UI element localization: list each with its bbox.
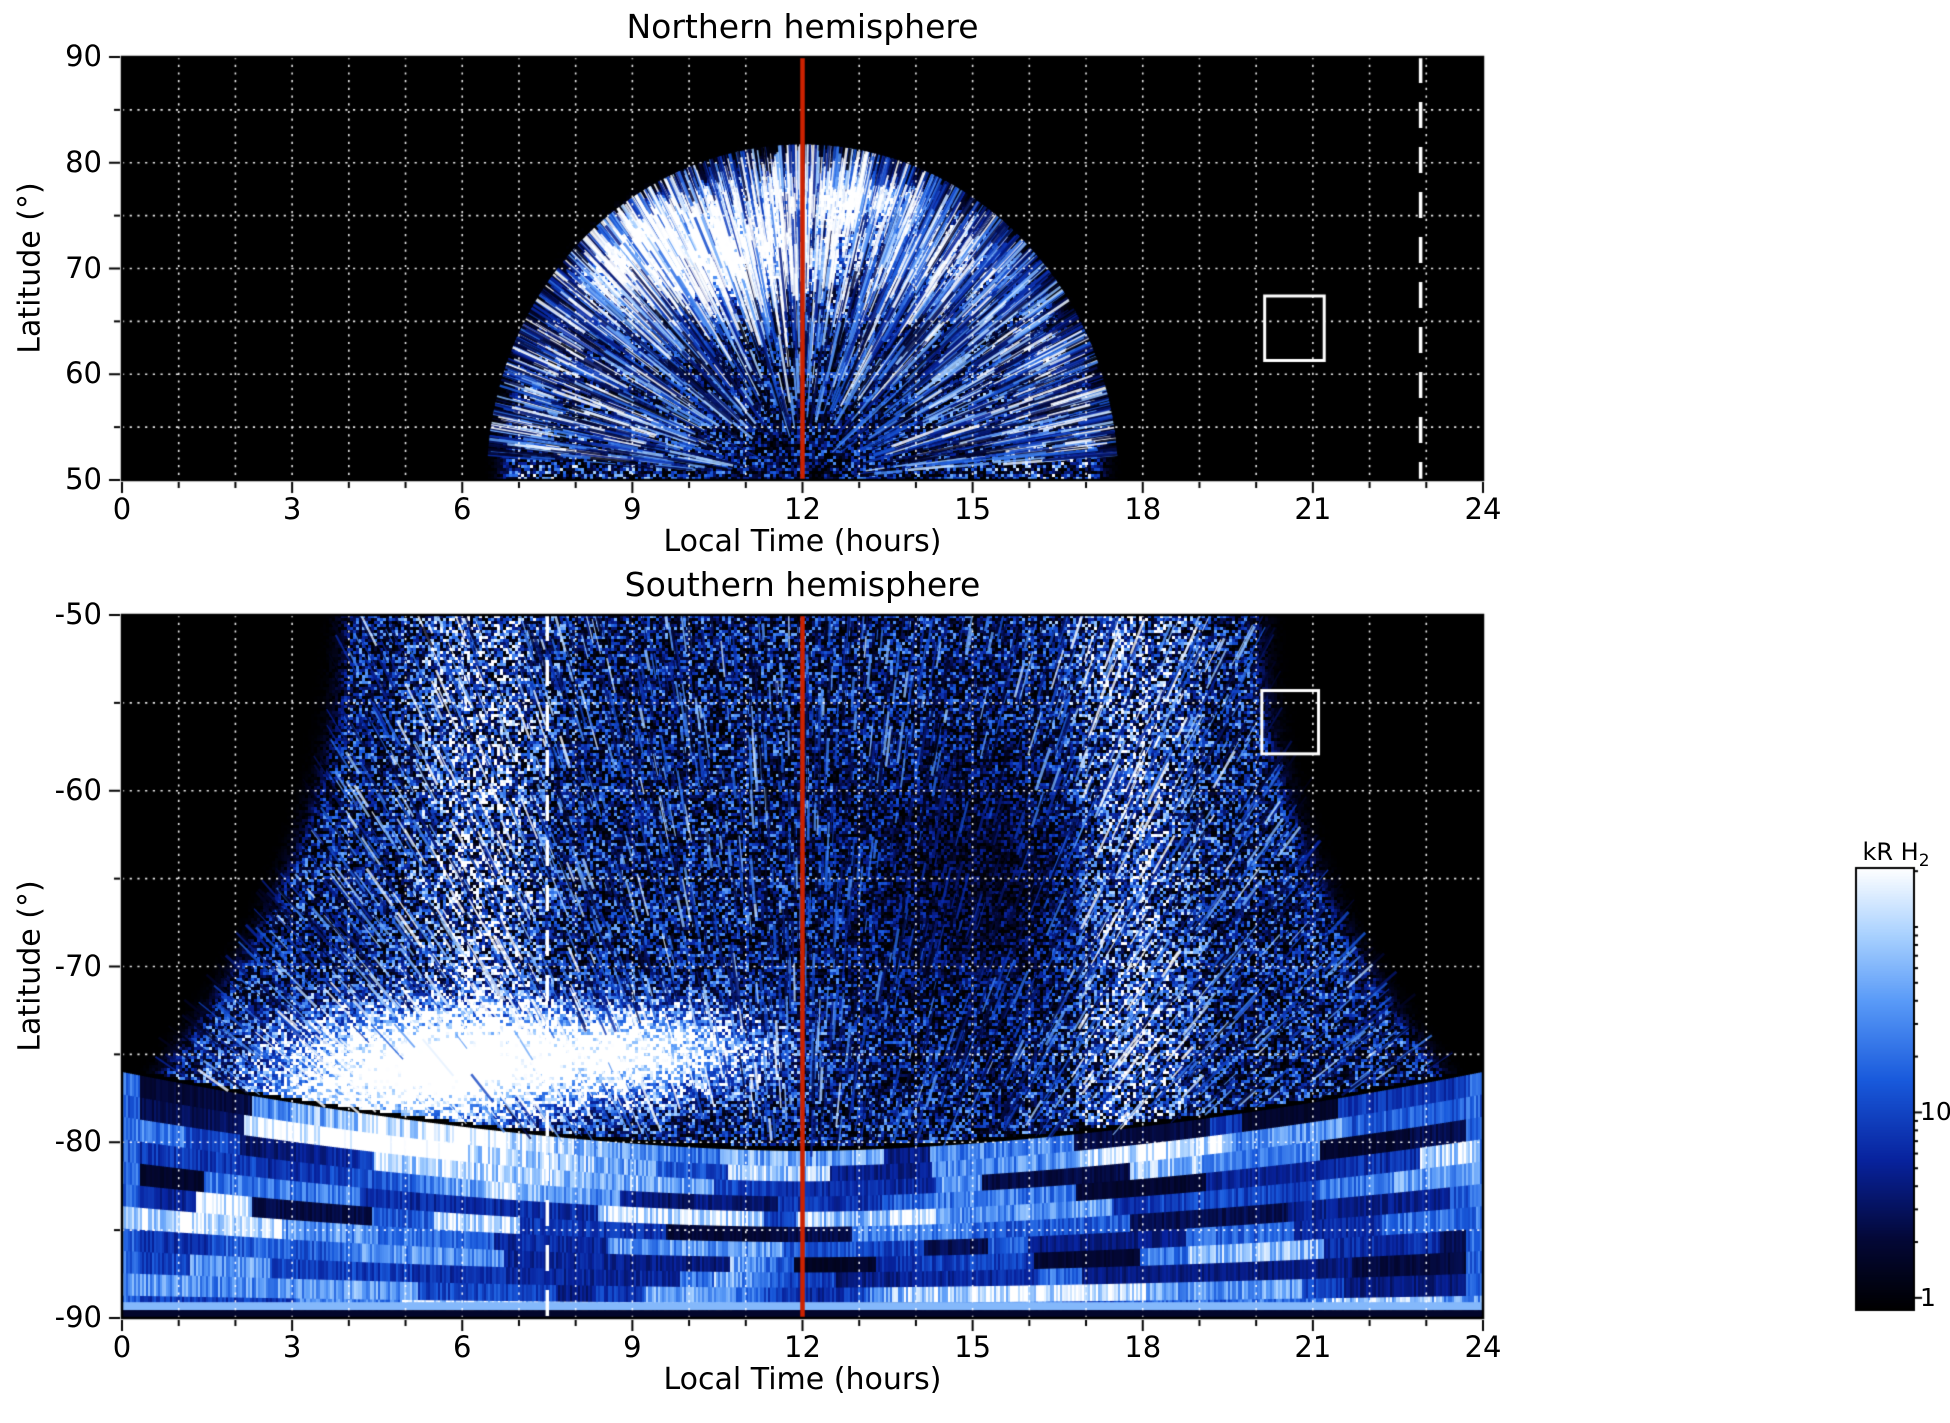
x-tick-label-south: 9 — [623, 1330, 642, 1364]
colorbar-label-subscript: 2 — [1918, 850, 1930, 871]
x-tick-label-south: 12 — [784, 1330, 821, 1364]
y-tick-label-south: -80 — [54, 1124, 102, 1159]
y-tick-label-south: -50 — [54, 597, 102, 631]
south-panel-title: Southern hemisphere — [624, 565, 981, 604]
colorbar-tick-label: 1 — [1920, 1282, 1936, 1312]
y-tick-label-south: -70 — [54, 948, 102, 983]
y-tick-label-north: 50 — [65, 462, 102, 496]
x-tick-label-north: 18 — [1124, 492, 1162, 526]
x-tick-label-south: 24 — [1464, 1330, 1502, 1364]
x-tick-label-south: 0 — [112, 1330, 132, 1364]
north-panel-title: Northern hemisphere — [626, 7, 979, 46]
y-tick-label-north: 80 — [65, 144, 102, 179]
x-tick-label-south: 15 — [954, 1330, 992, 1364]
x-tick-label-north: 12 — [784, 492, 821, 526]
y-tick-label-north: 60 — [65, 356, 102, 391]
colorbar-tick-label: 10 — [1920, 1097, 1950, 1127]
x-tick-label-north: 24 — [1464, 492, 1502, 526]
y-tick-label-north: 90 — [65, 39, 102, 73]
x-tick-label-north: 6 — [453, 492, 472, 526]
colorbar-label: kR H2 — [1844, 838, 1948, 871]
x-tick-label-north: 15 — [954, 492, 992, 526]
x-tick-label-south: 21 — [1294, 1330, 1332, 1364]
south-xaxis-label: Local Time (hours) — [663, 1362, 942, 1397]
x-tick-label-south: 3 — [282, 1330, 302, 1364]
x-tick-label-south: 6 — [453, 1330, 472, 1364]
x-tick-label-north: 21 — [1294, 492, 1332, 526]
y-tick-label-south: -90 — [54, 1300, 102, 1334]
x-tick-label-south: 18 — [1124, 1330, 1162, 1364]
x-tick-label-north: 0 — [112, 492, 132, 526]
colorbar-label-text: kR H — [1862, 838, 1919, 866]
x-tick-label-north: 3 — [282, 492, 302, 526]
y-tick-label-south: -60 — [54, 772, 102, 807]
x-tick-label-north: 9 — [623, 492, 642, 526]
y-tick-label-north: 70 — [65, 250, 102, 285]
north-xaxis-label: Local Time (hours) — [663, 524, 942, 559]
